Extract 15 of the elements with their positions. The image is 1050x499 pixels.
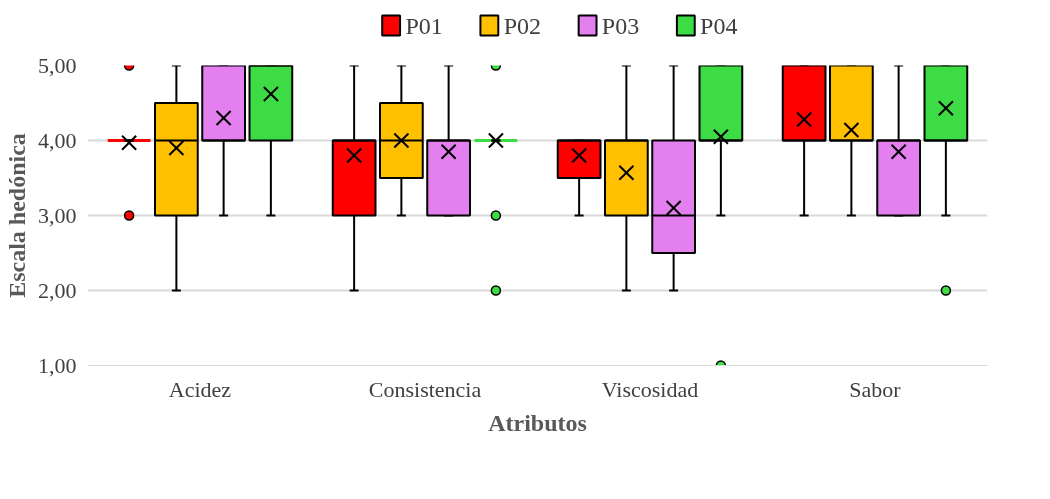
x-tick-label: Acidez: [168, 376, 232, 402]
legend-label: P02: [503, 12, 541, 39]
x-tick-label: Sabor: [849, 376, 902, 402]
y-tick-label: 4,00: [38, 127, 77, 153]
y-tick-label: 1,00: [38, 352, 77, 378]
legend-label: P01: [405, 12, 443, 39]
x-tick-label: Consistencia: [368, 376, 482, 402]
x-axis-title: Atributos: [488, 409, 587, 436]
y-axis-title: Escala hedónica: [4, 133, 30, 298]
x-tick-label: Viscosidad: [601, 376, 699, 402]
y-tick-label: 3,00: [38, 202, 77, 228]
y-tick-label: 5,00: [38, 52, 77, 78]
legend-label: P04: [700, 12, 738, 39]
y-tick-label: 2,00: [38, 277, 77, 303]
legend-label: P03: [601, 12, 640, 39]
